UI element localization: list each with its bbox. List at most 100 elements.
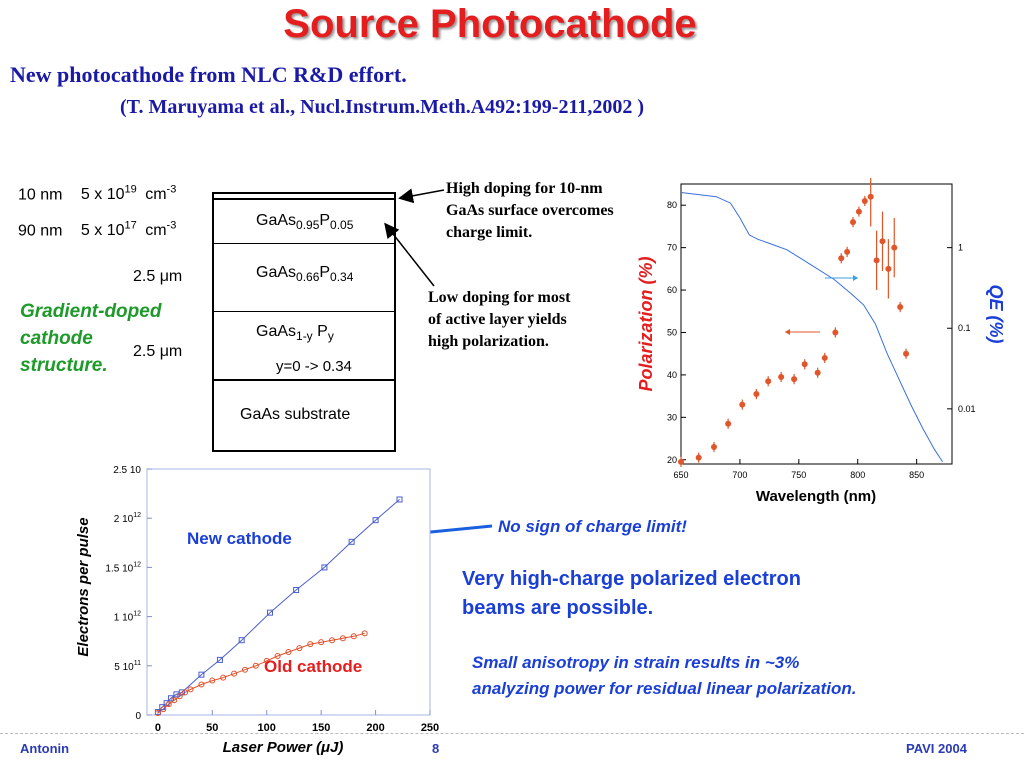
pol-x-tick-label: 700	[732, 470, 747, 480]
thickness-label-top-layer: 2.5 μm	[133, 268, 183, 285]
qe-ylabel: QE (%)	[986, 284, 1006, 343]
ep-x-tick-label: 0	[155, 722, 161, 734]
doping-row-second: 90 nm 5 x 1017 cm-3	[18, 220, 176, 240]
structure-caption: Gradient-doped cathode structure.	[20, 301, 162, 376]
pol-data-point	[791, 376, 798, 383]
new-cathode-label: New cathode	[187, 529, 292, 548]
pol-y-tick-label: 60	[667, 285, 677, 295]
high-doping-note: High doping for 10-nm GaAs surface overc…	[446, 180, 614, 241]
slide-subtitle: New photocathode from NLC R&D effort.	[10, 62, 407, 87]
pol-data-point	[765, 378, 772, 385]
ep-x-tick-label: 150	[312, 722, 330, 734]
new-cathode-point	[396, 496, 403, 503]
ep-plot-frame	[146, 468, 431, 716]
pol-x-tick-label: 800	[850, 470, 865, 480]
qe-direction-arrowhead	[853, 275, 858, 281]
old-cathode-point	[187, 686, 194, 693]
ep-y-tick-label: 0	[135, 711, 141, 722]
anisotropy-note: Small anisotropy in strain results in ~3…	[472, 653, 857, 698]
old-cathode-point	[198, 681, 205, 688]
high-doping-arrow	[398, 188, 445, 204]
old-cathode-point	[361, 630, 368, 637]
new-cathode-point	[216, 656, 223, 663]
new-cathode-point	[348, 538, 355, 545]
old-cathode-point	[209, 677, 216, 684]
pol-data-point	[897, 304, 904, 311]
ep-ylabel: Electrons per pulse	[75, 517, 92, 656]
pol-x-tick-label: 650	[673, 470, 688, 480]
ep-x-tick-label: 250	[421, 722, 439, 734]
pol-ylabel: Polarization (%)	[636, 256, 656, 391]
new-cathode-point	[198, 671, 205, 678]
layer-label-graded: GaAs1-y Py	[256, 323, 334, 344]
pol-y-tick-label: 40	[667, 370, 677, 380]
footer-divider	[0, 733, 1024, 734]
layer-stack-box	[212, 198, 396, 452]
old-cathode-point	[339, 635, 346, 642]
pol-y-tick-label: 20	[667, 455, 677, 465]
pol-data-point	[739, 401, 746, 408]
pol-x-tick-label: 850	[909, 470, 924, 480]
pol-x-tick-label: 750	[791, 470, 806, 480]
ep-y-tick-label: 2.5 10	[113, 465, 141, 476]
pol-data-point	[838, 255, 845, 262]
layer-divider	[214, 243, 394, 244]
pol-data-point	[832, 329, 839, 336]
pol-data-point	[710, 444, 717, 451]
no-charge-limit-note: No sign of charge limit!	[498, 517, 687, 536]
pol-data-point	[821, 354, 828, 361]
pol-data-point	[753, 391, 760, 397]
pol-data-point	[844, 248, 851, 255]
new-cathode-point	[321, 564, 328, 571]
new-cathode-point	[293, 587, 300, 594]
ep-xlabel: Laser Power (μJ)	[223, 739, 344, 756]
old-cathode-point	[307, 641, 314, 648]
old-cathode-point	[231, 670, 238, 677]
thickness-label: 90 nm	[18, 222, 63, 240]
thickness-label: 10 nm	[18, 186, 63, 204]
old-cathode-point	[296, 645, 303, 652]
new-cathode-point	[372, 517, 379, 524]
pol-data-point	[891, 244, 898, 251]
old-cathode-point	[165, 701, 172, 708]
pol-data-point	[903, 350, 910, 357]
pol-data-point	[725, 420, 732, 427]
low-doping-arrow	[384, 222, 435, 287]
qe-y-tick-label: 1	[958, 243, 963, 253]
old-cathode-point	[252, 662, 259, 669]
old-cathode-point	[176, 693, 183, 700]
pol-y-tick-label: 30	[667, 412, 677, 422]
qe-y-tick-label: 0.01	[958, 404, 976, 414]
slide-title: Source Photocathode	[283, 2, 697, 46]
footer-conference: PAVI 2004	[906, 741, 967, 756]
old-cathode-point	[171, 697, 178, 704]
old-cathode-point	[182, 689, 189, 696]
layer-divider	[214, 311, 394, 312]
ep-y-tick-label: 2 1012	[114, 512, 141, 525]
doping-row-top: 10 nm 5 x 1019 cm-3	[18, 184, 176, 204]
qe-y-tick-label: 0.1	[958, 323, 971, 333]
old-cathode-point	[263, 657, 270, 664]
old-cathode-point	[220, 674, 227, 681]
doping-unit: cm-3	[145, 184, 177, 204]
old-cathode-point	[274, 652, 281, 659]
old-cathode-point	[318, 639, 325, 646]
pol-data-point	[814, 369, 821, 376]
pol-data-point	[778, 374, 785, 381]
layer-label-gaasp-095: GaAs0.95P0.05	[256, 212, 354, 233]
ep-x-tick-label: 200	[366, 722, 384, 734]
ep-x-tick-label: 100	[258, 722, 276, 734]
old-cathode-point	[350, 633, 357, 640]
footer-page-number: 8	[432, 741, 440, 756]
old-cathode-point	[241, 666, 248, 673]
pol-data-point	[678, 458, 684, 465]
old-cathode-point	[285, 649, 292, 656]
qe-curve	[680, 192, 944, 463]
pol-y-tick-label: 80	[667, 200, 677, 210]
ep-x-tick-label: 50	[206, 722, 218, 734]
graded-range-note: y=0 -> 0.34	[276, 358, 352, 375]
layer-label-gaasp-066: GaAs0.66P0.34	[256, 264, 354, 285]
electrons-chart: 0 50 100 150 200 250 0 5 1011 1 1012 1.5 1012 2 10…	[75, 465, 439, 756]
doping-value: 5 x 1017	[80, 220, 137, 240]
pol-data-point	[850, 219, 857, 226]
